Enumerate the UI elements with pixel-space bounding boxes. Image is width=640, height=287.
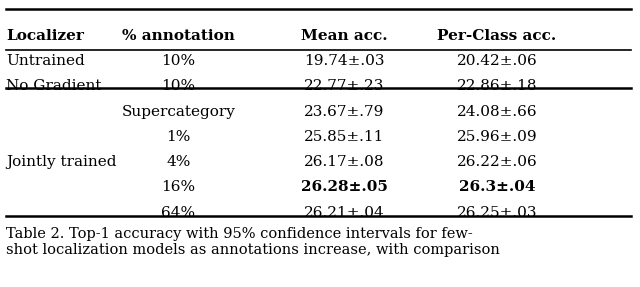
Text: 22.86±.18: 22.86±.18 xyxy=(457,79,537,93)
Text: 4%: 4% xyxy=(166,155,191,169)
Text: 10%: 10% xyxy=(161,79,195,93)
Text: No Gradient: No Gradient xyxy=(6,79,102,93)
Text: 26.17±.08: 26.17±.08 xyxy=(304,155,384,169)
Text: Jointly trained: Jointly trained xyxy=(6,155,117,169)
Text: 26.22±.06: 26.22±.06 xyxy=(456,155,538,169)
Text: 22.77±.23: 22.77±.23 xyxy=(304,79,384,93)
Text: 20.42±.06: 20.42±.06 xyxy=(456,54,538,68)
Text: 10%: 10% xyxy=(161,54,195,68)
Text: Untrained: Untrained xyxy=(6,54,85,68)
Text: 26.21±.04: 26.21±.04 xyxy=(304,206,385,220)
Text: 26.28±.05: 26.28±.05 xyxy=(301,181,387,194)
Text: 26.25±.03: 26.25±.03 xyxy=(457,206,537,220)
Text: Per-Class acc.: Per-Class acc. xyxy=(437,29,557,43)
Text: 64%: 64% xyxy=(161,206,195,220)
Text: 25.85±.11: 25.85±.11 xyxy=(304,130,384,144)
Text: % annotation: % annotation xyxy=(122,29,235,43)
Text: Table 2. Top-1 accuracy with 95% confidence intervals for few-
shot localization: Table 2. Top-1 accuracy with 95% confide… xyxy=(6,227,500,257)
Text: 25.96±.09: 25.96±.09 xyxy=(457,130,538,144)
Text: Localizer: Localizer xyxy=(6,29,84,43)
Text: 23.67±.79: 23.67±.79 xyxy=(304,105,384,119)
Text: 19.74±.03: 19.74±.03 xyxy=(304,54,384,68)
Text: 16%: 16% xyxy=(161,181,195,194)
Text: 24.08±.66: 24.08±.66 xyxy=(457,105,538,119)
Text: 1%: 1% xyxy=(166,130,191,144)
Text: Mean acc.: Mean acc. xyxy=(301,29,387,43)
Text: Supercategory: Supercategory xyxy=(122,105,236,119)
Text: 26.3±.04: 26.3±.04 xyxy=(459,181,535,194)
